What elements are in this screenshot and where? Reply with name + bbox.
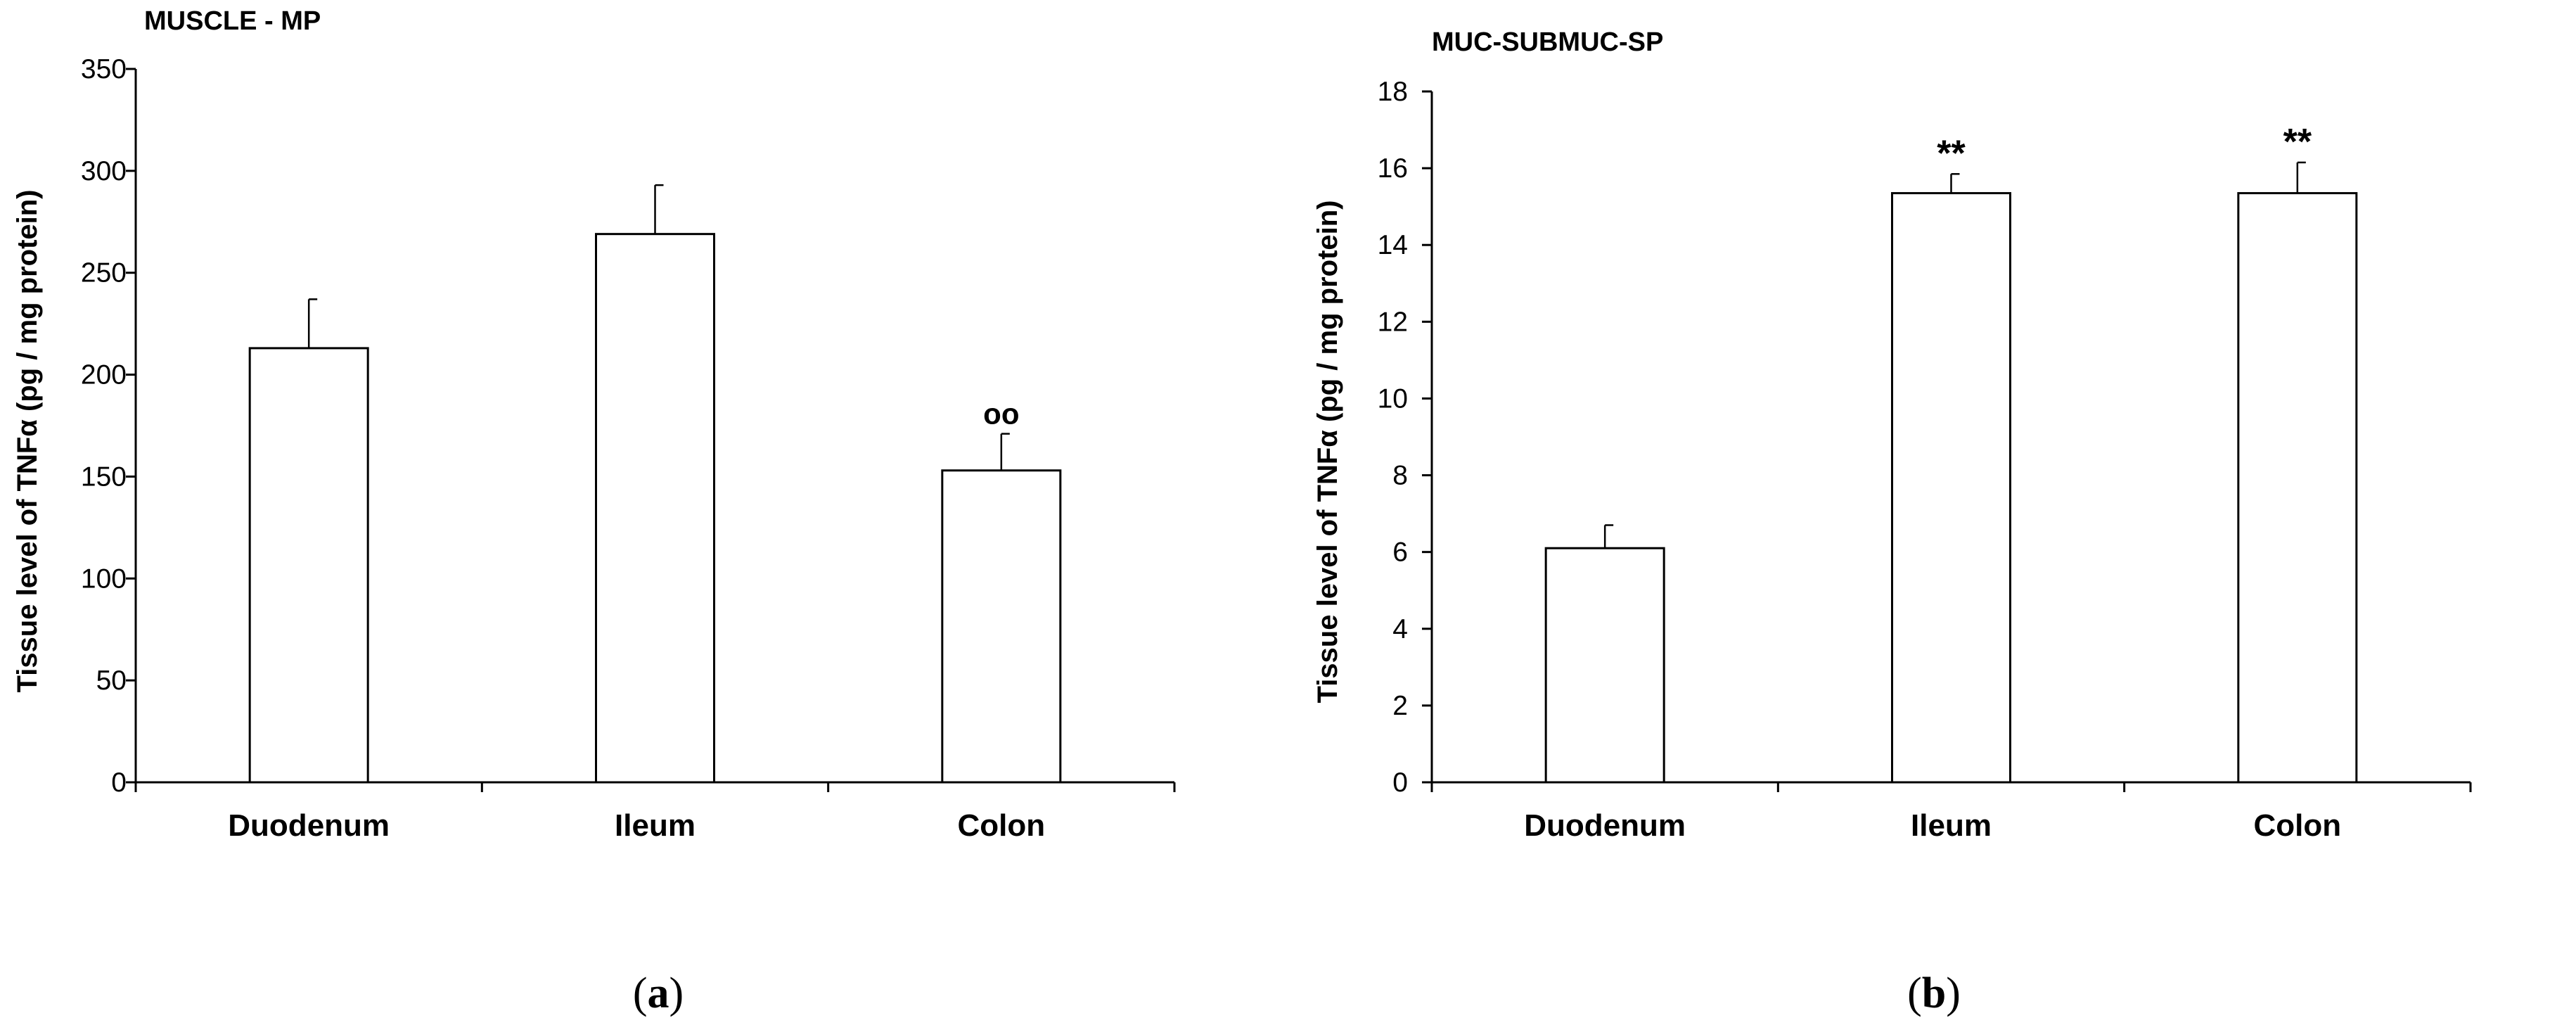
category-label-a-colon: Colon (958, 808, 1046, 843)
bar-a-colon (941, 469, 1062, 784)
chart-title-a: MUSCLE - MP (144, 6, 321, 36)
y-tick-label-b: 10 (1378, 383, 1408, 414)
bar-a-duodenum (248, 347, 369, 784)
y-tick-label-a: 100 (81, 564, 127, 594)
bar-a-ileum (595, 233, 715, 784)
bar-b-duodenum (1544, 547, 1665, 784)
category-label-a-duodenum: Duodenum (228, 808, 390, 843)
chart-panel-a: MUSCLE - MP Tissue level of TNFα (pg / m… (12, 6, 1176, 1017)
panel-label-b: (b) (1907, 969, 1961, 1017)
y-axis-label-a: Tissue level of TNFα (pg / mg protein) (12, 189, 43, 692)
y-tick-label-a: 350 (81, 54, 127, 84)
y-tick-label-a: 0 (111, 768, 127, 798)
y-tick-label-a: 150 (81, 461, 127, 492)
panel-label-a-letter: a (648, 969, 669, 1017)
category-label-b-duodenum: Duodenum (1524, 808, 1686, 843)
panel-label-b-letter: b (1922, 969, 1946, 1017)
y-tick-label-b: 2 (1392, 691, 1408, 721)
panel-label-a: (a) (633, 969, 684, 1017)
y-tick-label-a: 300 (81, 156, 127, 186)
y-tick-label-b: 8 (1392, 461, 1408, 491)
chart-panel-b: MUC-SUBMUC-SP Tissue level of TNFα (pg /… (1312, 27, 2472, 1017)
y-tick-label-b: 4 (1392, 614, 1408, 644)
chart-title-b: MUC-SUBMUC-SP (1432, 27, 1663, 57)
bar-b-ileum (1891, 192, 2011, 784)
significance-marker-b-ileum: ** (1937, 133, 1966, 174)
y-tick-label-b: 14 (1378, 230, 1408, 260)
y-tick-label-b: 6 (1392, 537, 1408, 568)
category-label-b-ileum: Ileum (1911, 808, 1992, 843)
plot-area-a: 0 50 100 150 200 250 300 350 Duodenum Ileum Colon o… (81, 54, 1176, 843)
plot-area-b: 0 2 4 6 8 10 12 14 16 18 Duodenum Ileum ** Colon ** (1378, 77, 2472, 843)
y-tick-label-b: 0 (1392, 768, 1408, 798)
category-label-a-ileum: Ileum (615, 808, 696, 843)
y-tick-label-a: 250 (81, 258, 127, 288)
y-tick-label-b: 18 (1378, 77, 1408, 107)
y-tick-label-b: 16 (1378, 153, 1408, 184)
significance-marker-a-colon: oo (983, 397, 1019, 431)
y-tick-label-b: 12 (1378, 307, 1408, 337)
y-tick-label-a: 200 (81, 360, 127, 390)
y-tick-label-a: 50 (96, 666, 127, 696)
category-label-b-colon: Colon (2254, 808, 2342, 843)
significance-marker-b-colon: ** (2283, 122, 2312, 163)
y-axis-label-b: Tissue level of TNFα (pg / mg protein) (1312, 200, 1343, 703)
bar-b-colon (2237, 192, 2358, 784)
